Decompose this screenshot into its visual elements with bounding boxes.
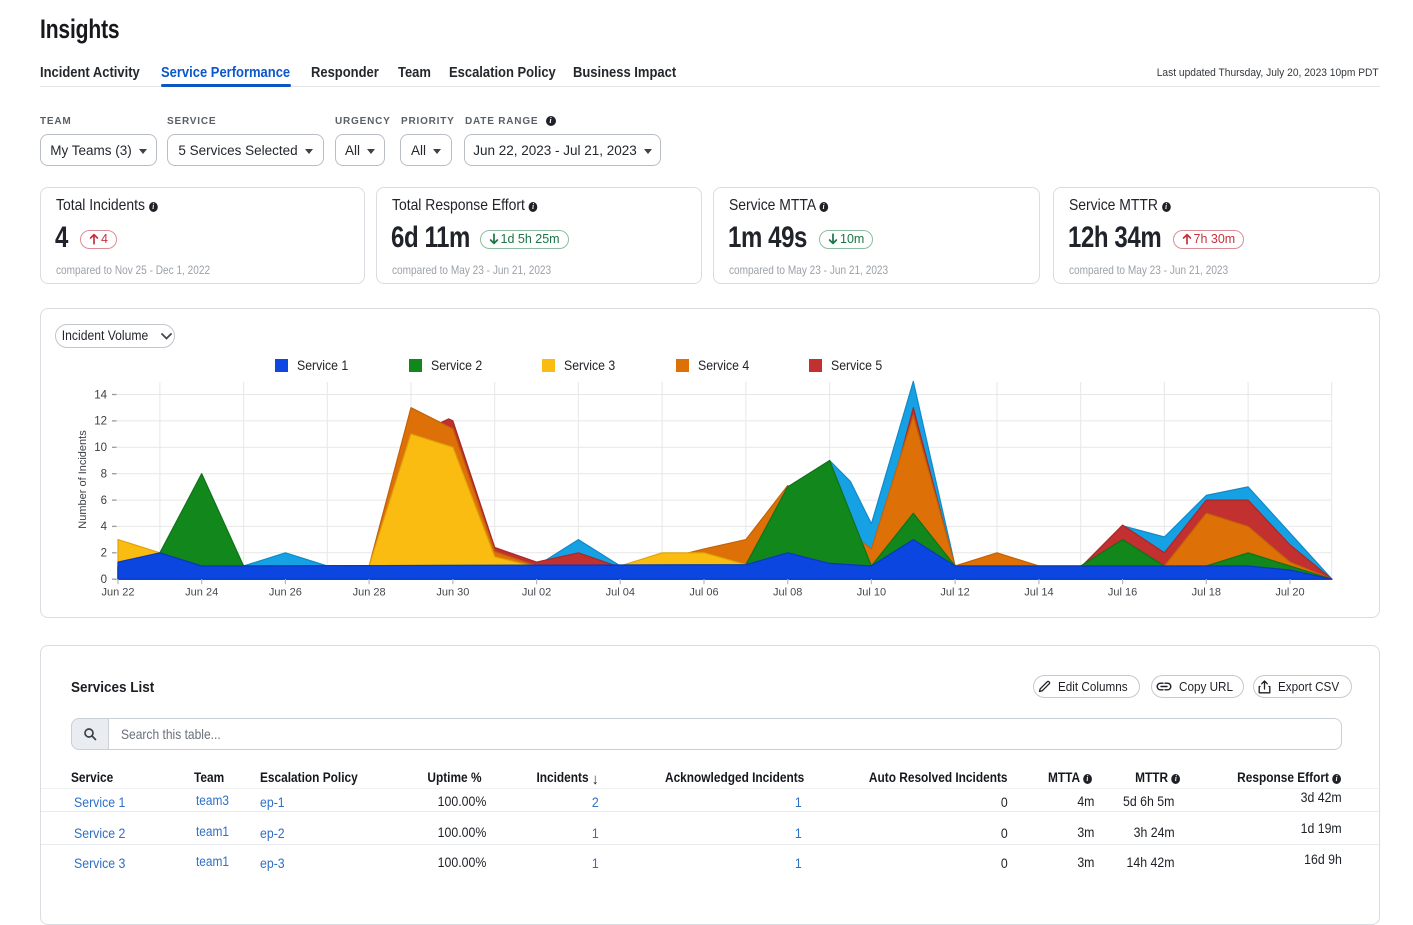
svg-text:4: 4	[101, 521, 108, 533]
svg-text:6: 6	[101, 495, 107, 507]
svg-text:Jul 18: Jul 18	[1192, 587, 1221, 599]
svg-text:Jun 26: Jun 26	[269, 587, 302, 599]
svg-text:Jul 10: Jul 10	[857, 587, 886, 599]
svg-text:Jul 20: Jul 20	[1275, 587, 1304, 599]
svg-text:Number of Incidents: Number of Incidents	[77, 430, 89, 529]
svg-text:Jul 04: Jul 04	[606, 587, 635, 599]
svg-text:Jun 28: Jun 28	[353, 587, 386, 599]
svg-text:8: 8	[101, 469, 107, 481]
svg-text:14: 14	[94, 389, 107, 401]
svg-text:Jul 08: Jul 08	[773, 587, 802, 599]
svg-text:Jul 12: Jul 12	[940, 587, 969, 599]
svg-text:Jun 30: Jun 30	[436, 587, 469, 599]
svg-text:Jul 14: Jul 14	[1024, 587, 1053, 599]
svg-text:Jun 24: Jun 24	[185, 587, 218, 599]
svg-text:12: 12	[94, 416, 107, 428]
svg-text:Jul 16: Jul 16	[1108, 587, 1137, 599]
svg-text:Jul 02: Jul 02	[522, 587, 551, 599]
svg-text:0: 0	[101, 574, 107, 586]
svg-text:Jun 22: Jun 22	[101, 587, 134, 599]
svg-text:2: 2	[101, 548, 107, 560]
svg-text:10: 10	[94, 442, 107, 454]
svg-text:Jul 06: Jul 06	[689, 587, 718, 599]
